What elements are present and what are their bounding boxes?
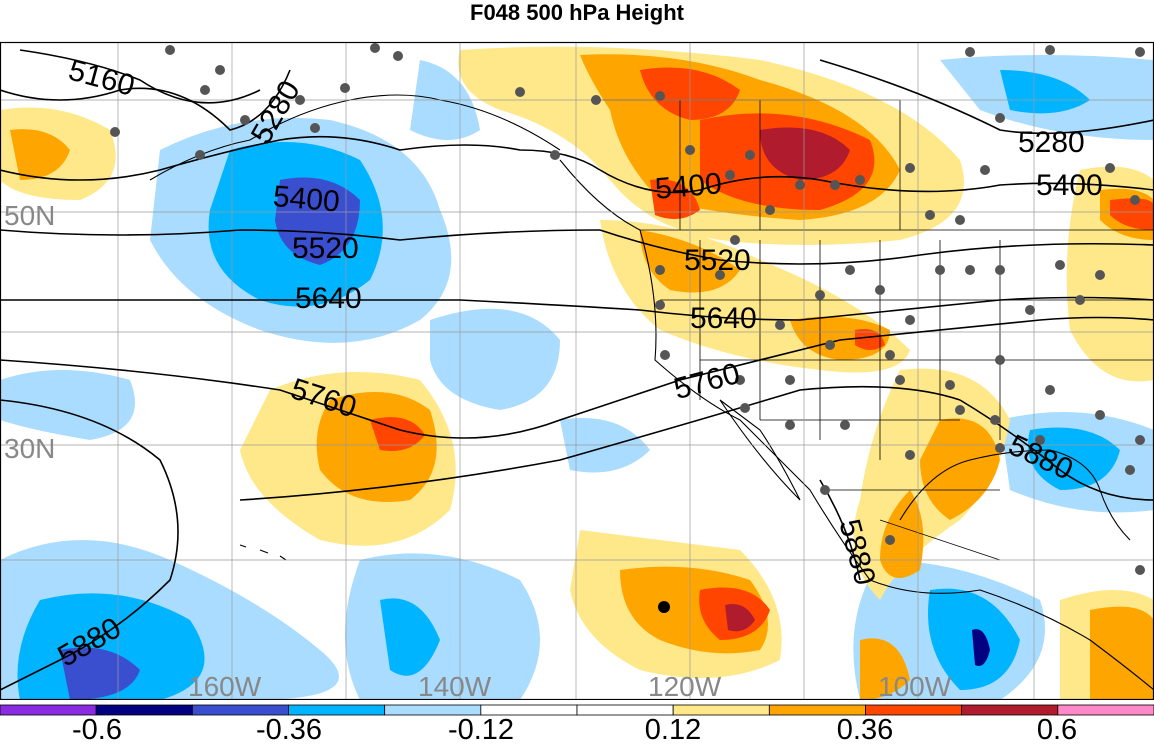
shade-light-blue-region [0, 370, 135, 440]
station-dots [110, 43, 1145, 613]
shade-dark-blue-region [275, 177, 360, 265]
shade-dark-red-region [725, 604, 755, 632]
lon-label-100w: 100W [878, 671, 952, 700]
hawaii-islands [239, 544, 287, 561]
contour-5880-mid [239, 385, 961, 501]
contour-5880-east [959, 399, 1154, 501]
lon-label-120w: 120W [648, 671, 722, 700]
contour-label: 5400 [272, 180, 341, 219]
contour-label: 5400 [654, 167, 723, 206]
contour-5280-west [0, 69, 291, 131]
lon-label-140w: 140W [418, 671, 492, 700]
shade-orange-region [920, 418, 1000, 520]
colorbar-tick-label: 0.12 [644, 714, 702, 746]
shade-dark-blue-region [60, 647, 140, 700]
shade-red-region [370, 417, 425, 451]
shade-blue-region [17, 593, 205, 700]
colorbar-tick-label: 0.6 [1036, 714, 1078, 746]
north-america-coastline [559, 159, 1154, 691]
shade-red-region [1110, 198, 1154, 230]
shade-blue-region [1000, 70, 1090, 114]
contour-label: 5520 [684, 244, 751, 277]
map-plot: 5160 5280 5400 5520 5640 5760 5880 5280 … [0, 41, 1154, 700]
contour-5640-east [639, 296, 1154, 321]
shade-dark-red-region [760, 127, 850, 180]
colorbar-tick-label: 0.36 [836, 714, 894, 746]
lat-label-50n: 50N [4, 200, 55, 231]
contour-label: 5520 [292, 232, 359, 265]
shade-red-region [855, 329, 885, 350]
shade-orange-region [10, 129, 70, 180]
shade-red-region [650, 179, 700, 219]
shade-orange-region [860, 638, 910, 700]
contour-5160 [19, 49, 261, 104]
shade-orange-region [880, 490, 924, 578]
colorbar-tick-label: -0.12 [447, 714, 515, 746]
contour-label: 5400 [1036, 169, 1103, 202]
shade-light-blue-region [430, 308, 560, 410]
lat-label-30n: 30N [4, 433, 55, 464]
chart-title: F048 500 hPa Height [470, 0, 684, 25]
contour-5400-west [0, 135, 601, 181]
shade-dark-blue-region [972, 629, 990, 666]
shade-blue-region [380, 598, 440, 676]
contour-5640-west [0, 299, 641, 311]
grid-lines [0, 42, 1154, 700]
gulf-coastline [899, 449, 1131, 541]
coastline-layer [149, 94, 1154, 691]
colorbar-tick-label: -0.36 [255, 714, 323, 746]
contour-label: 5640 [295, 282, 362, 315]
shade-orange-region [1090, 606, 1154, 700]
shade-orange-region [316, 392, 437, 502]
contour-label: 5640 [690, 302, 757, 335]
contour-5520-west [0, 229, 601, 241]
shading-layer [0, 46, 1154, 700]
coordinate-labels: 50N 30N 160W 140W 120W 100W [4, 200, 952, 700]
lon-label-160w: 160W [188, 671, 262, 700]
contour-5520-east [599, 229, 1154, 265]
baja-coastline [719, 399, 801, 501]
colorbar-tick-label: -0.6 [72, 714, 122, 746]
colorbar [0, 704, 1154, 716]
contour-5760-west [0, 359, 681, 439]
contour-5280-east [819, 59, 1154, 135]
contour-label: 5280 [1018, 126, 1085, 159]
contour-5760-east [679, 316, 1154, 381]
contour-5880-west [0, 399, 179, 691]
